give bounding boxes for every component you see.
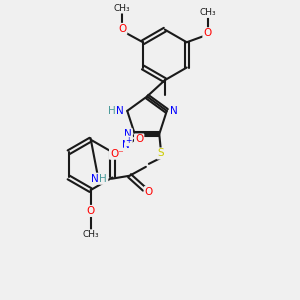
- Text: N: N: [116, 106, 124, 116]
- Text: CH₃: CH₃: [82, 230, 99, 239]
- Text: O: O: [203, 28, 212, 38]
- Text: H: H: [100, 174, 107, 184]
- Text: N: N: [170, 106, 178, 116]
- Text: N: N: [124, 129, 132, 139]
- Text: N: N: [91, 174, 98, 184]
- Text: O: O: [118, 24, 126, 34]
- Text: CH₃: CH₃: [199, 8, 216, 17]
- Text: S: S: [158, 148, 164, 158]
- Text: N: N: [122, 140, 130, 150]
- Text: CH₃: CH₃: [114, 4, 130, 13]
- Text: +: +: [126, 136, 132, 146]
- Text: O⁻: O⁻: [110, 149, 124, 159]
- Text: H: H: [108, 106, 116, 116]
- Text: O: O: [135, 134, 143, 144]
- Text: O: O: [145, 187, 153, 197]
- Text: O: O: [86, 206, 95, 216]
